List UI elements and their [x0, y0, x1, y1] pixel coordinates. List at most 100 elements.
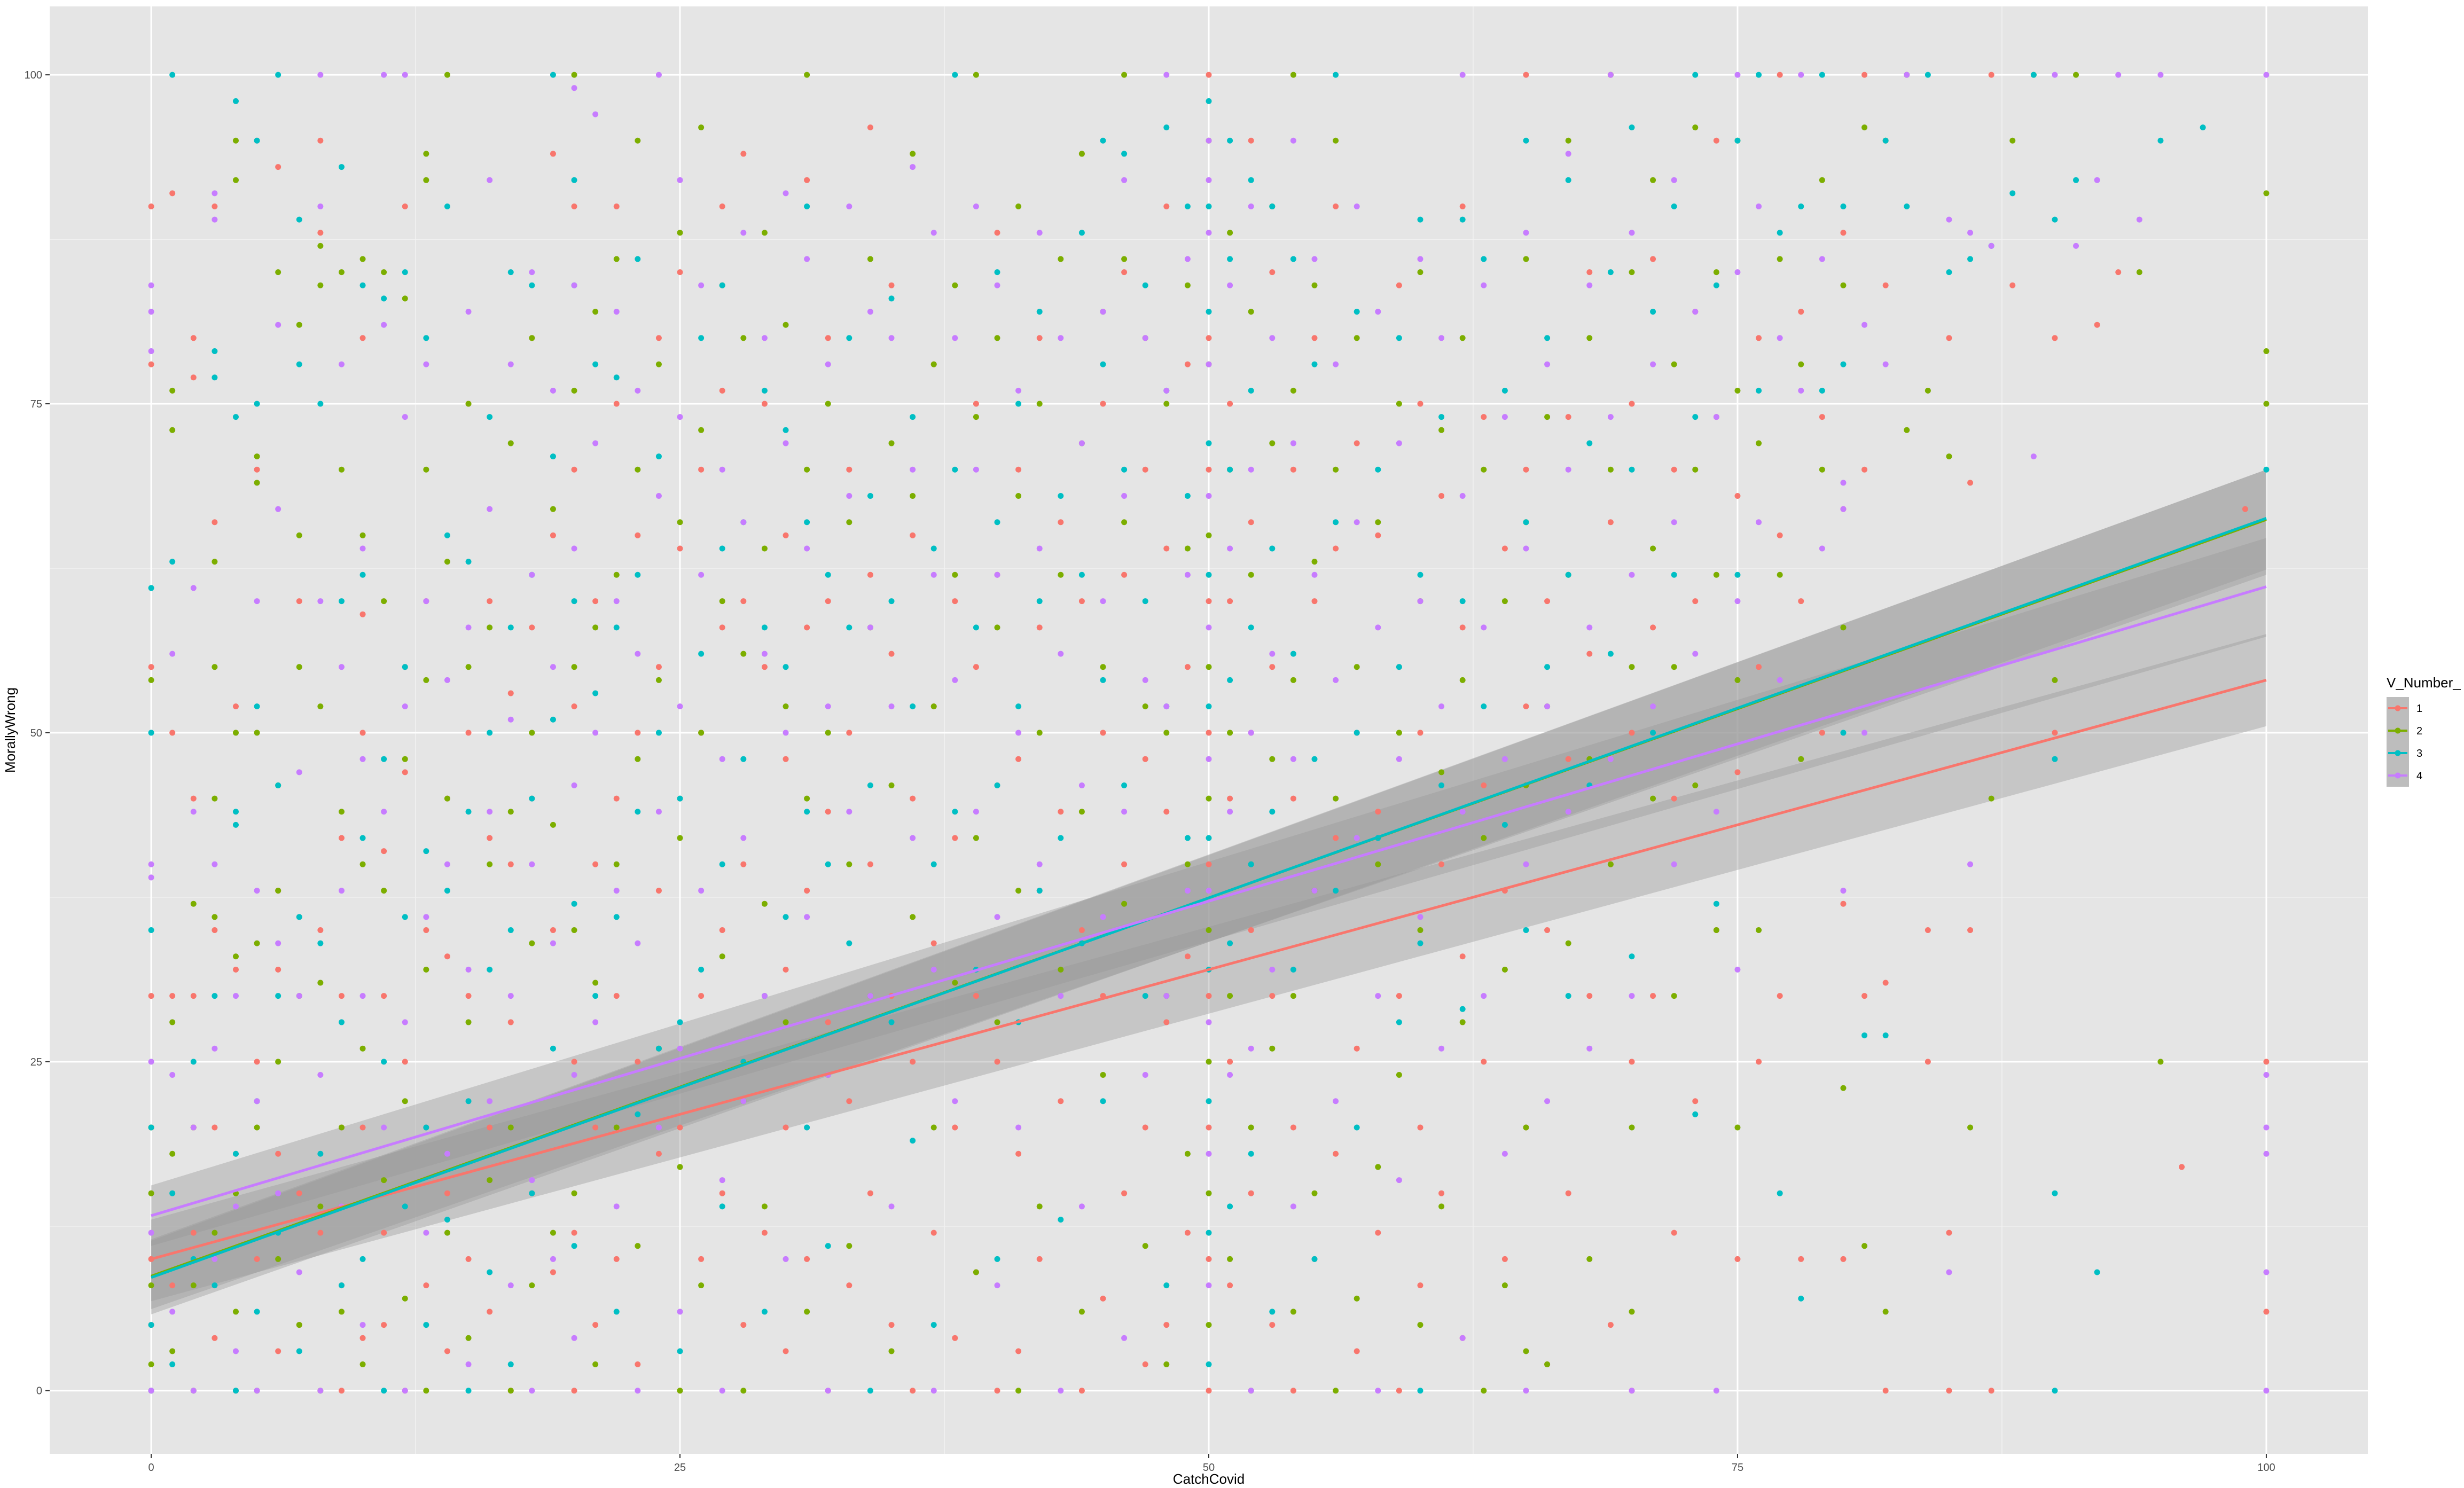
point-series-4: [1206, 137, 1212, 144]
point-series-1: [613, 401, 620, 407]
point-series-1: [1396, 282, 1402, 288]
point-series-3: [212, 348, 218, 354]
point-series-3: [1713, 282, 1719, 288]
point-series-3: [317, 940, 324, 946]
point-series-1: [825, 335, 831, 341]
point-series-3: [1311, 756, 1318, 762]
point-series-3: [1629, 953, 1635, 960]
point-series-2: [1227, 230, 1233, 236]
point-series-1: [1417, 730, 1423, 736]
point-series-2: [148, 1282, 154, 1289]
point-series-2: [296, 532, 302, 538]
point-series-1: [148, 361, 154, 367]
point-series-2: [825, 730, 831, 736]
point-series-2: [740, 1388, 747, 1394]
point-series-1: [1417, 1124, 1423, 1131]
point-series-2: [635, 1243, 641, 1249]
point-series-2: [254, 730, 260, 736]
point-series-4: [1227, 809, 1233, 815]
point-series-2: [169, 387, 176, 394]
point-series-3: [148, 1124, 154, 1131]
point-series-1: [444, 1190, 450, 1196]
point-series-1: [1163, 809, 1170, 815]
point-series-4: [1607, 756, 1614, 762]
point-series-4: [1481, 993, 1487, 999]
point-series-1: [190, 1229, 197, 1236]
point-series-2: [1438, 427, 1445, 433]
point-series-1: [1396, 993, 1402, 999]
point-series-2: [1756, 927, 1762, 933]
point-series-2: [1036, 730, 1043, 736]
point-series-1: [1078, 927, 1085, 933]
point-series-2: [698, 1282, 705, 1289]
point-series-4: [1121, 177, 1128, 183]
point-series-2: [761, 545, 768, 552]
point-series-4: [1861, 730, 1868, 736]
x-tick-label: 25: [674, 1462, 686, 1474]
point-series-1: [148, 664, 154, 670]
point-series-3: [1882, 1032, 1889, 1039]
point-series-3: [825, 1243, 831, 1249]
point-series-4: [2263, 1124, 2270, 1131]
point-series-4: [148, 309, 154, 315]
point-series-4: [973, 466, 979, 473]
point-series-4: [1459, 492, 1466, 499]
point-series-4: [1671, 177, 1677, 183]
point-series-3: [550, 72, 556, 78]
point-series-1: [254, 466, 260, 473]
point-series-3: [1671, 203, 1677, 209]
point-series-1: [1206, 598, 1212, 605]
point-series-4: [1734, 598, 1741, 605]
point-series-2: [254, 480, 260, 486]
point-series-4: [1840, 506, 1847, 512]
point-series-3: [402, 664, 408, 670]
point-series-1: [719, 624, 725, 631]
point-series-4: [994, 571, 1000, 578]
point-series-3: [359, 835, 366, 841]
point-series-1: [1819, 730, 1825, 736]
point-series-1: [1629, 1059, 1635, 1065]
point-series-3: [1734, 137, 1741, 144]
point-series-4: [1438, 1045, 1445, 1052]
point-series-1: [867, 124, 873, 131]
point-series-3: [888, 598, 895, 605]
point-series-1: [1248, 927, 1254, 933]
point-series-1: [1269, 993, 1276, 999]
point-series-3: [232, 821, 239, 828]
point-series-3: [1248, 387, 1254, 394]
point-series-2: [1734, 387, 1741, 394]
point-series-1: [825, 1019, 831, 1025]
point-series-1: [1607, 1322, 1614, 1328]
point-series-1: [2179, 1164, 2185, 1170]
point-series-3: [423, 1124, 429, 1131]
point-series-3: [1269, 203, 1276, 209]
point-series-3: [1206, 1361, 1212, 1367]
point-series-2: [1375, 519, 1381, 526]
point-series-3: [1819, 72, 1825, 78]
point-series-3: [1078, 230, 1085, 236]
point-series-4: [381, 1124, 387, 1131]
point-series-4: [1798, 387, 1804, 394]
point-series-1: [1269, 664, 1276, 670]
point-series-1: [994, 230, 1000, 236]
point-series-4: [275, 1190, 281, 1196]
point-series-4: [1777, 335, 1783, 341]
point-series-4: [719, 756, 725, 762]
point-series-4: [232, 993, 239, 999]
point-series-3: [148, 927, 154, 933]
point-series-3: [402, 914, 408, 920]
point-series-2: [1713, 571, 1719, 578]
point-series-1: [1565, 1190, 1571, 1196]
point-series-4: [232, 1348, 239, 1354]
point-series-4: [148, 1388, 154, 1394]
point-series-3: [507, 927, 514, 933]
point-series-3: [338, 1282, 345, 1289]
point-series-2: [1565, 137, 1571, 144]
point-series-4: [1650, 703, 1656, 710]
point-series-1: [655, 1150, 662, 1157]
point-series-3: [1650, 309, 1656, 315]
point-series-3: [1756, 72, 1762, 78]
point-series-3: [232, 414, 239, 420]
point-series-4: [1586, 624, 1593, 631]
point-series-3: [635, 809, 641, 815]
